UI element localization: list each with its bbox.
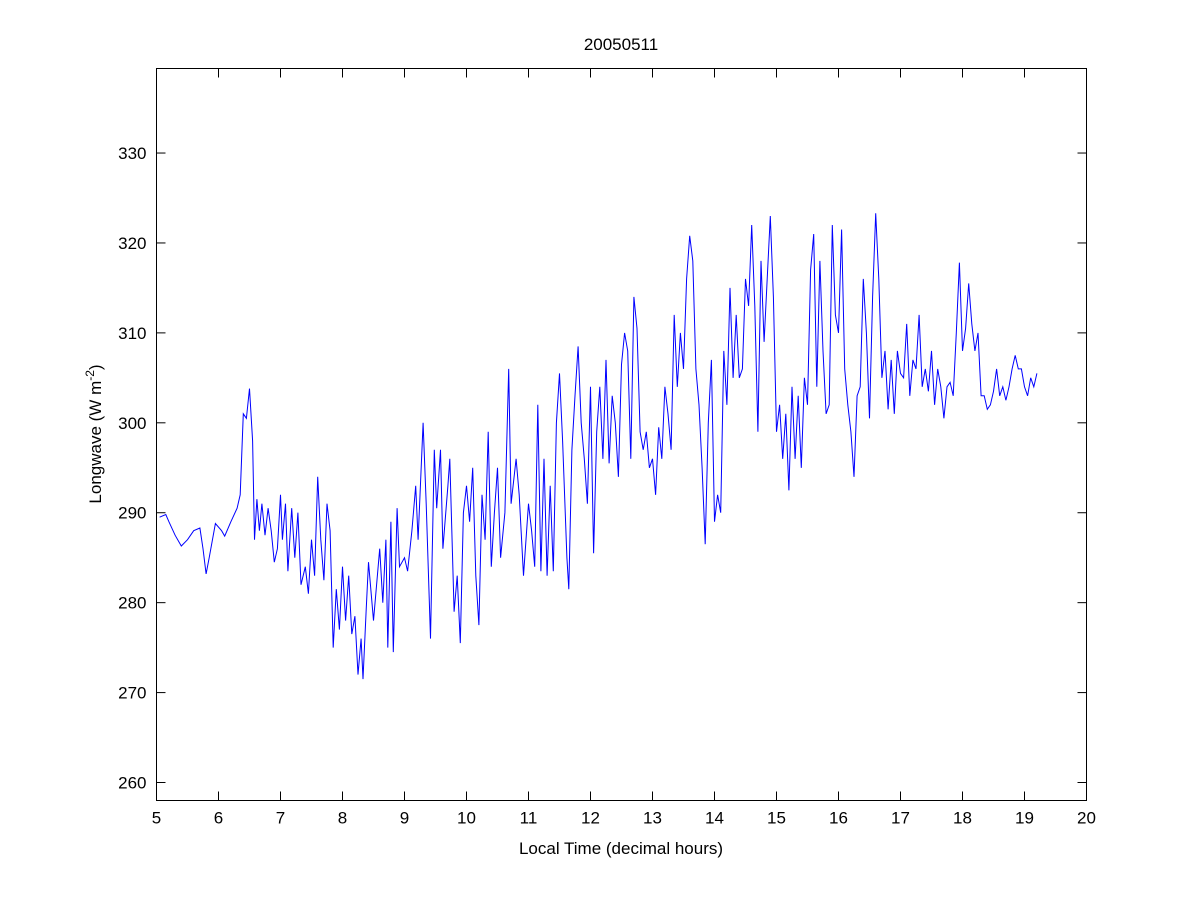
x-tick-label: 18 — [953, 809, 972, 828]
y-axis-label-main: Longwave (W m — [86, 381, 105, 504]
x-tick-label: 6 — [214, 809, 223, 828]
x-tick-label: 10 — [457, 809, 476, 828]
x-tick-label: 15 — [767, 809, 786, 828]
y-tick-label: 270 — [118, 684, 146, 703]
series-line-longwave — [159, 213, 1038, 680]
y-tick-label: 330 — [118, 144, 146, 163]
x-tick-label: 9 — [400, 809, 409, 828]
x-tick-label: 16 — [829, 809, 848, 828]
plot-area-frame — [156, 68, 1087, 801]
x-tick-label: 8 — [338, 809, 347, 828]
y-axis-label-exponent: -2 — [83, 370, 97, 381]
x-tick-label: 14 — [705, 809, 724, 828]
y-tick-label: 260 — [118, 774, 146, 793]
y-tick-label: 300 — [118, 414, 146, 433]
x-axis-label: Local Time (decimal hours) — [519, 839, 723, 858]
y-axis-label: Longwave (W m-2) — [83, 364, 105, 503]
axis-ticks: 5 6 7 8 9 10 11 12 13 14 15 16 17 18 19 20 260 270 280 290 3… — [118, 68, 1096, 828]
y-tick-label: 290 — [118, 504, 146, 523]
y-tick-label: 280 — [118, 594, 146, 613]
x-tick-label: 19 — [1015, 809, 1034, 828]
chart-title: 20050511 — [584, 35, 658, 54]
x-tick-label: 17 — [891, 809, 910, 828]
x-tick-label: 13 — [643, 809, 662, 828]
x-tick-label: 11 — [520, 809, 538, 828]
x-tick-label: 12 — [581, 809, 600, 828]
x-tick-label: 7 — [276, 809, 285, 828]
x-tick-label: 20 — [1077, 809, 1096, 828]
y-axis-label-close: ) — [86, 364, 105, 370]
y-tick-label: 310 — [118, 324, 146, 343]
y-tick-label: 320 — [118, 234, 146, 253]
x-tick-label: 5 — [152, 809, 161, 828]
